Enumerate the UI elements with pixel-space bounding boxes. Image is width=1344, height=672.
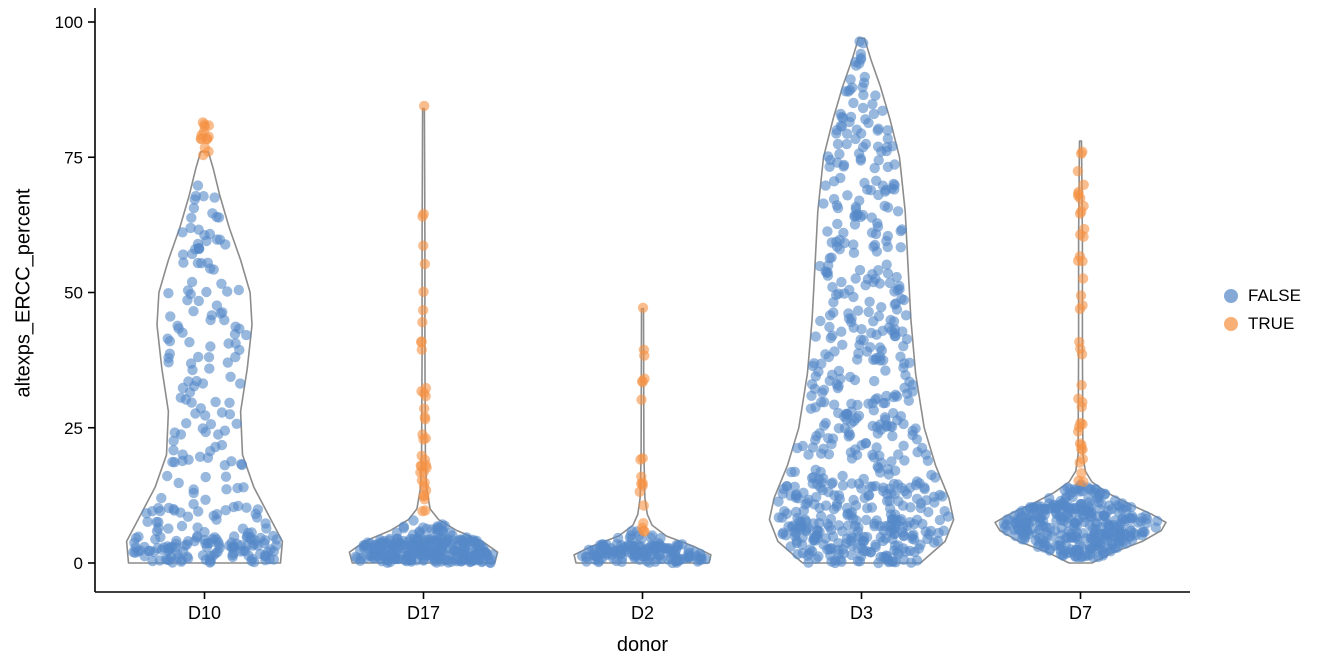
legend: FALSE TRUE — [1224, 286, 1301, 334]
x-tick-label: D3 — [850, 603, 873, 623]
points-false — [128, 36, 1163, 569]
y-axis-title: altexps_ERCC_percent — [12, 188, 35, 398]
x-tick-label: D2 — [631, 603, 654, 623]
x-tick-label: D17 — [407, 603, 440, 623]
points-true — [195, 100, 1090, 537]
y-tick-label: 25 — [64, 419, 83, 438]
y-tick-label: 100 — [55, 13, 83, 32]
legend-entry: TRUE — [1224, 314, 1301, 334]
legend-label: TRUE — [1248, 314, 1295, 333]
legend-entry: FALSE — [1224, 286, 1301, 306]
legend-point-swatch-icon — [1224, 317, 1238, 331]
legend-label: FALSE — [1248, 286, 1301, 305]
x-tick-label: D7 — [1069, 603, 1092, 623]
x-axis-title: donor — [616, 634, 669, 656]
y-tick-label: 0 — [74, 554, 83, 573]
legend-point-swatch-icon — [1224, 289, 1238, 303]
x-tick-label: D10 — [188, 603, 221, 623]
axis-ticks-and-labels: 0 25 50 75 100 D10 D17 D2 D3 D7 — [55, 13, 1092, 623]
y-tick-label: 50 — [64, 284, 83, 303]
y-tick-label: 75 — [64, 148, 83, 167]
